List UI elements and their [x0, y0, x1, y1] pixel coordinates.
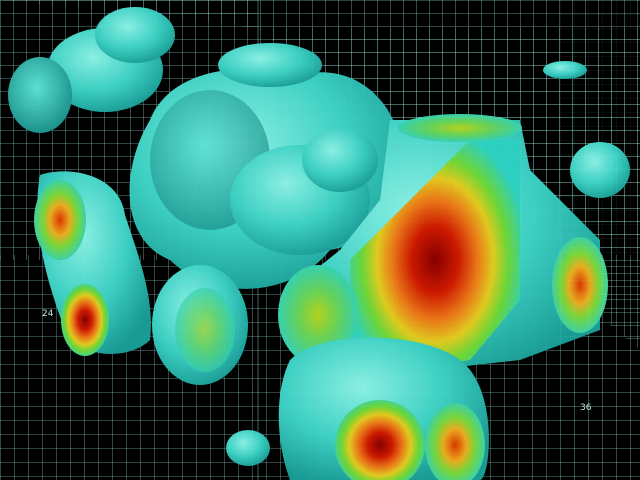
- axis-label-right: 36: [580, 403, 592, 413]
- axis-label-left: 24: [42, 309, 54, 319]
- grid-right-wall: [560, 0, 640, 480]
